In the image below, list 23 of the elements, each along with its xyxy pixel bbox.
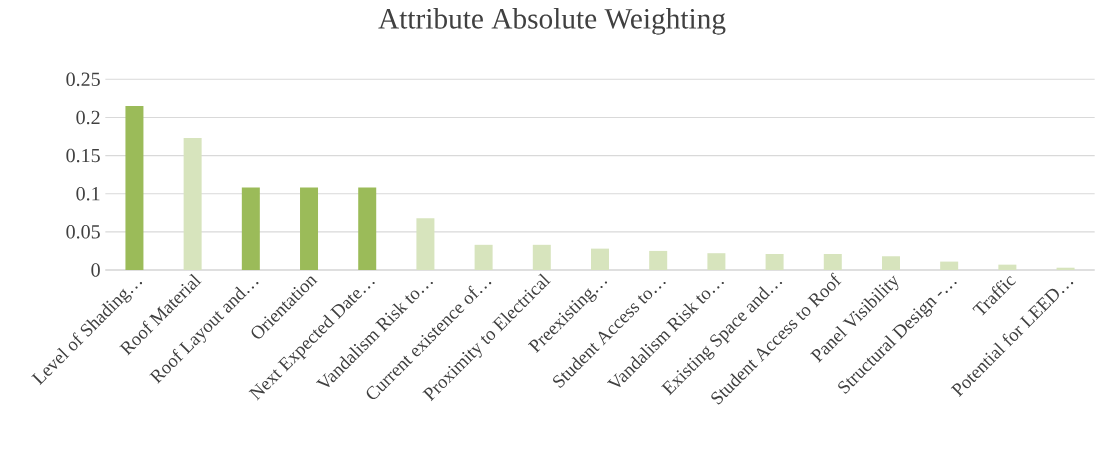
bar (241, 187, 260, 270)
bar (416, 218, 435, 270)
y-tick-label: 0.1 (76, 186, 100, 201)
bar (940, 261, 959, 270)
bar (649, 250, 668, 270)
y-tick-label: 0.15 (66, 148, 100, 163)
y-tick-label: 0 (91, 263, 100, 277)
bar (707, 253, 726, 270)
bar (183, 138, 202, 270)
bar (881, 256, 900, 270)
bar (765, 253, 784, 270)
chart-title: Attribute Absolute Weighting (378, 8, 726, 35)
bar (532, 244, 551, 270)
bar (125, 106, 144, 270)
bar (300, 187, 319, 270)
bar (358, 187, 377, 270)
bar (474, 244, 493, 270)
bar (823, 253, 842, 270)
y-tick-label: 0.2 (76, 110, 100, 125)
y-tick-label: 0.05 (66, 225, 100, 239)
y-tick-label: 0.25 (66, 72, 100, 87)
bar (591, 248, 609, 270)
bar (998, 264, 1017, 270)
